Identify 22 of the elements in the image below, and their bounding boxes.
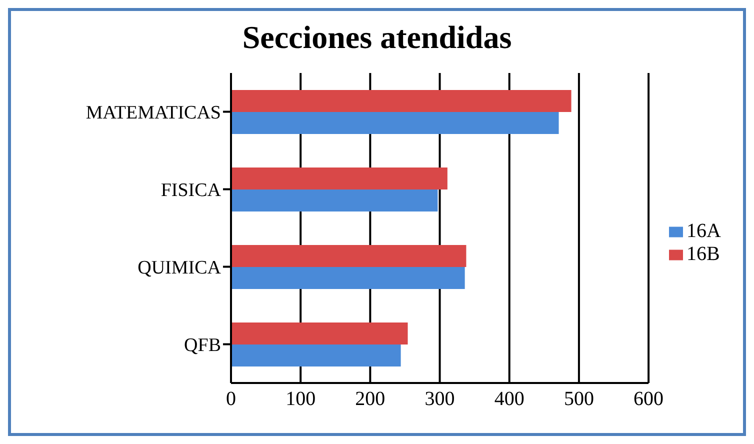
bar	[231, 168, 448, 190]
x-tick-label: 300	[424, 388, 455, 410]
x-tick-label: 600	[634, 388, 664, 410]
y-tick-label: FISICA	[160, 180, 222, 201]
y-tick-label: QFB	[184, 334, 221, 356]
bar	[231, 322, 408, 345]
x-tick-label: 400	[494, 388, 524, 410]
x-tick-label: 500	[564, 388, 594, 410]
bar	[231, 245, 466, 268]
bar	[231, 344, 401, 367]
x-tick-label: 0	[226, 388, 236, 410]
legend-label: 16B	[686, 243, 720, 265]
bar	[231, 112, 559, 134]
x-tick-label: 200	[355, 388, 386, 410]
legend-label: 16A	[686, 220, 721, 242]
x-tick-label: 100	[286, 388, 316, 410]
y-tick-label: QUIMICA	[138, 257, 222, 278]
bar	[231, 90, 572, 112]
bar	[231, 267, 465, 290]
chart-title: Secciones atendidas	[241, 19, 513, 57]
bar	[231, 190, 438, 212]
y-tick-label: MATEMATICAS	[86, 102, 221, 124]
